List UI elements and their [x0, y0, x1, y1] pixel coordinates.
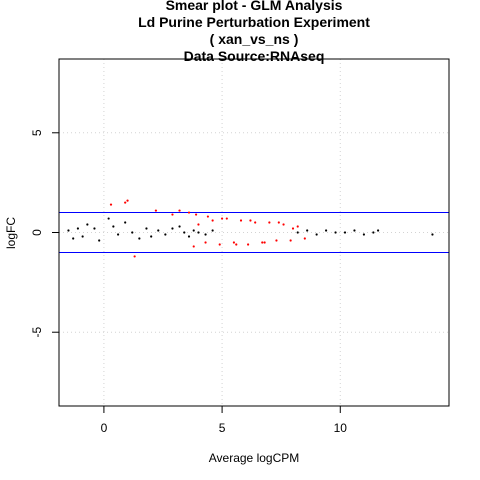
nonsignificant-point — [112, 225, 115, 228]
significant-point — [235, 243, 238, 246]
nonsignificant-point — [183, 231, 186, 234]
y-tick-label: -5 — [30, 327, 44, 338]
nonsignificant-point — [164, 233, 167, 236]
nonsignificant-point — [343, 231, 347, 234]
chart-title-line-3: ( xan_vs_ns ) — [210, 31, 299, 47]
significant-point — [282, 223, 285, 226]
chart-title-line-4: Data Source:RNAseq — [184, 48, 325, 64]
nonsignificant-point — [192, 229, 195, 232]
significant-point — [289, 239, 292, 242]
nonsignificant-point — [86, 223, 89, 226]
nonsignificant-point — [376, 229, 380, 232]
threshold-lines — [59, 212, 449, 253]
nonsignificant-point — [362, 233, 366, 236]
nonsignificant-point — [93, 227, 96, 230]
significant-point — [246, 243, 250, 246]
nonsignificant-point — [178, 225, 181, 228]
significant-point — [225, 217, 228, 220]
y-axis-label: logFC — [4, 217, 18, 249]
y-tick-label: 5 — [30, 129, 44, 136]
significant-point — [254, 221, 257, 224]
significant-point — [249, 219, 252, 222]
nonsignificant-point — [81, 235, 84, 238]
data-points — [67, 199, 434, 258]
grid-lines — [59, 59, 449, 406]
nonsignificant-point — [98, 239, 101, 242]
significant-point — [275, 239, 278, 242]
x-tick-label: 10 — [334, 421, 348, 435]
nonsignificant-point — [353, 229, 356, 232]
nonsignificant-point — [296, 231, 299, 234]
chart-title-line-2: Ld Purine Perturbation Experiment — [138, 14, 370, 30]
significant-point — [296, 225, 299, 228]
significant-point — [194, 213, 198, 216]
significant-point — [171, 213, 174, 216]
significant-point — [291, 227, 295, 230]
nonsignificant-point — [150, 235, 153, 238]
chart-title-line-1: Smear plot - GLM Analysis — [166, 0, 343, 13]
nonsignificant-point — [67, 229, 70, 232]
nonsignificant-point — [171, 227, 174, 230]
significant-point — [197, 223, 200, 226]
significant-point — [126, 199, 129, 202]
nonsignificant-point — [107, 217, 110, 220]
significant-point — [133, 255, 136, 258]
nonsignificant-point — [334, 231, 337, 234]
significant-point — [192, 245, 195, 248]
significant-point — [218, 243, 221, 246]
significant-point — [206, 215, 210, 218]
significant-point — [277, 221, 280, 224]
significant-point — [154, 209, 158, 212]
y-tick-label: 0 — [30, 229, 44, 236]
nonsignificant-point — [131, 231, 134, 234]
significant-point — [178, 209, 181, 212]
significant-point — [109, 203, 113, 206]
significant-point — [211, 219, 214, 222]
significant-point — [239, 219, 243, 222]
x-tick-label: 0 — [101, 421, 108, 435]
nonsignificant-point — [324, 229, 328, 232]
significant-point — [187, 211, 191, 214]
nonsignificant-point — [72, 237, 75, 240]
significant-point — [232, 241, 236, 244]
x-tick-label: 5 — [219, 421, 226, 435]
significant-point — [303, 237, 306, 240]
significant-point — [204, 241, 207, 244]
significant-point — [220, 217, 224, 220]
nonsignificant-point — [138, 237, 141, 240]
nonsignificant-point — [197, 231, 200, 234]
significant-point — [263, 241, 266, 244]
nonsignificant-point — [204, 233, 207, 236]
nonsignificant-point — [145, 227, 148, 230]
nonsignificant-point — [157, 229, 160, 232]
x-axis-label: Average logCPM — [209, 451, 300, 465]
nonsignificant-point — [124, 221, 127, 224]
y-axis: -5 0 5 — [30, 129, 59, 338]
nonsignificant-point — [431, 233, 434, 236]
nonsignificant-point — [315, 233, 318, 236]
nonsignificant-point — [116, 233, 120, 236]
significant-point — [268, 221, 271, 224]
nonsignificant-point — [187, 235, 191, 238]
significant-point — [124, 201, 127, 204]
nonsignificant-point — [211, 229, 214, 232]
x-axis: 0 5 10 — [101, 406, 348, 435]
nonsignificant-point — [76, 227, 80, 230]
nonsignificant-point — [372, 231, 375, 234]
nonsignificant-point — [306, 229, 309, 232]
significant-point — [261, 241, 264, 244]
